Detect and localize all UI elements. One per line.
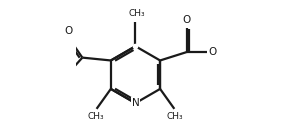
Text: CH₃: CH₃ <box>128 10 145 18</box>
Text: N: N <box>132 98 139 108</box>
Text: CH₃: CH₃ <box>167 112 183 121</box>
Text: O: O <box>208 47 216 57</box>
Text: CH₃: CH₃ <box>88 112 104 121</box>
Text: O: O <box>182 15 191 25</box>
Text: O: O <box>64 26 72 36</box>
